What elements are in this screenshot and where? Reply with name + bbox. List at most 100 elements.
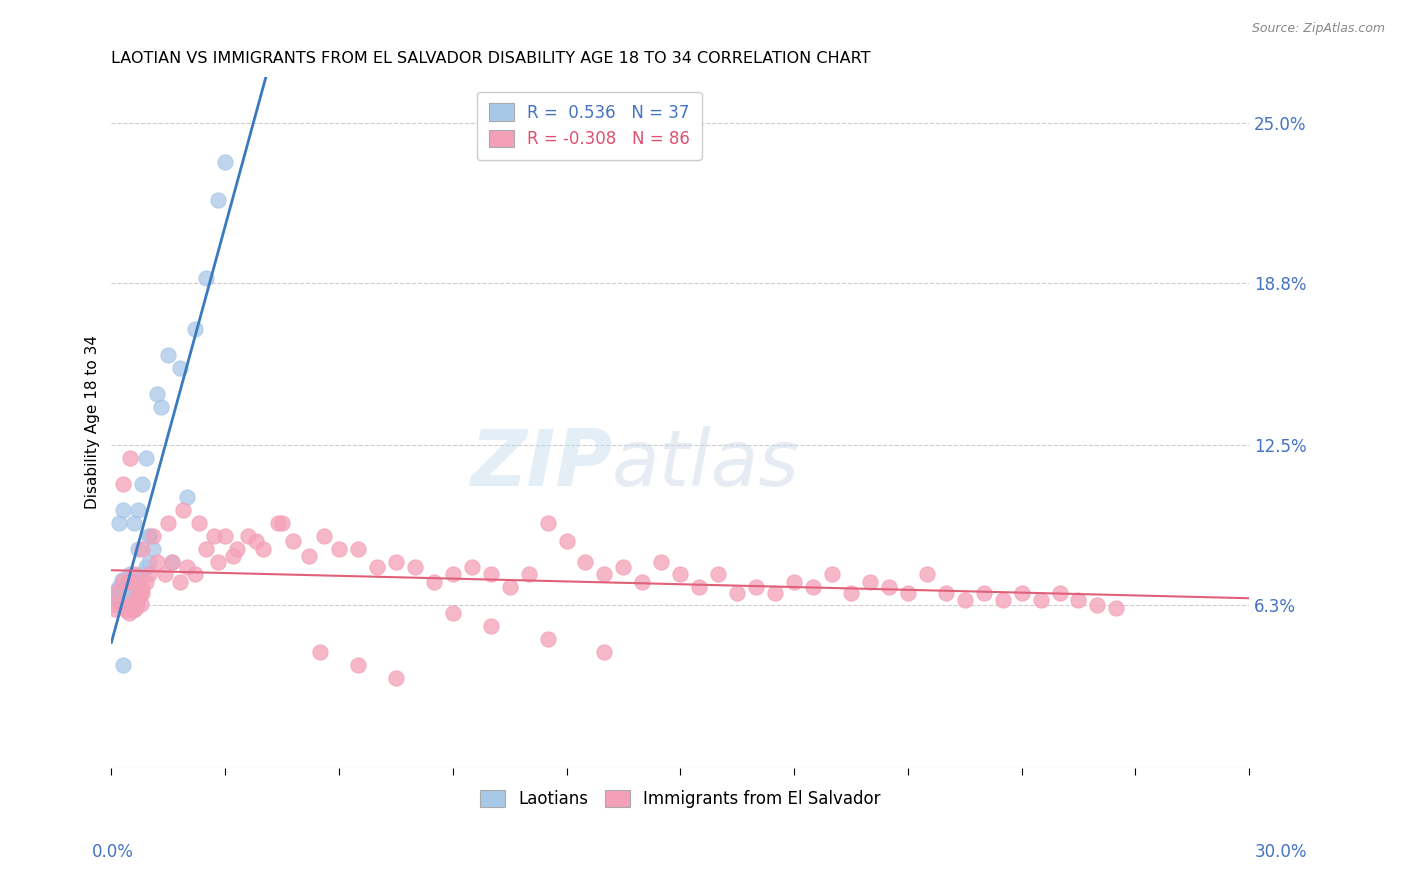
Point <box>108 580 131 594</box>
Point <box>118 592 141 607</box>
Point <box>859 575 882 590</box>
Point <box>271 516 294 530</box>
Point <box>404 559 426 574</box>
Point <box>214 529 236 543</box>
Point <box>138 529 160 543</box>
Point <box>169 575 191 590</box>
Point <box>783 575 806 590</box>
Point <box>236 529 259 543</box>
Point <box>283 533 305 548</box>
Text: LAOTIAN VS IMMIGRANTS FROM EL SALVADOR DISABILITY AGE 18 TO 34 CORRELATION CHART: LAOTIAN VS IMMIGRANTS FROM EL SALVADOR D… <box>111 51 870 66</box>
Point <box>135 575 157 590</box>
Text: atlas: atlas <box>612 425 800 501</box>
Legend: Laotians, Immigrants from El Salvador: Laotians, Immigrants from El Salvador <box>474 783 887 815</box>
Point <box>111 593 134 607</box>
Point <box>1067 593 1090 607</box>
Point <box>128 588 150 602</box>
Point <box>176 490 198 504</box>
Point <box>935 585 957 599</box>
Point <box>184 322 207 336</box>
Point <box>131 581 153 595</box>
Point <box>138 529 160 543</box>
Point <box>146 387 169 401</box>
Point <box>111 573 134 587</box>
Point <box>120 585 142 599</box>
Point <box>105 584 128 599</box>
Point <box>385 555 408 569</box>
Point <box>1087 599 1109 613</box>
Point <box>120 451 142 466</box>
Point <box>195 541 218 556</box>
Point <box>117 594 139 608</box>
Point <box>142 529 165 543</box>
Point <box>108 516 131 530</box>
Point <box>953 593 976 607</box>
Point <box>157 516 180 530</box>
Point <box>1049 585 1071 599</box>
Point <box>328 541 350 556</box>
Y-axis label: Disability Age 18 to 34: Disability Age 18 to 34 <box>86 335 100 509</box>
Point <box>536 632 558 646</box>
Point <box>991 593 1014 607</box>
Point <box>669 567 692 582</box>
Point <box>536 516 558 530</box>
Point <box>707 567 730 582</box>
Point <box>252 541 274 556</box>
Point <box>122 516 145 530</box>
Point <box>142 541 165 556</box>
Point <box>115 575 138 590</box>
Point <box>441 567 464 582</box>
Point <box>460 559 482 574</box>
Text: Source: ZipAtlas.com: Source: ZipAtlas.com <box>1251 22 1385 36</box>
Point <box>127 598 149 612</box>
Text: ZIP: ZIP <box>470 425 612 501</box>
Point <box>115 593 138 607</box>
Point <box>120 585 142 599</box>
Point <box>120 575 142 590</box>
Point <box>107 589 129 603</box>
Text: 30.0%: 30.0% <box>1256 843 1308 861</box>
Point <box>122 593 145 607</box>
Point <box>104 590 127 604</box>
Point <box>688 580 710 594</box>
Point <box>111 477 134 491</box>
Point <box>202 529 225 543</box>
Point <box>118 606 141 620</box>
Point <box>115 579 138 593</box>
Point <box>114 603 136 617</box>
Point <box>172 503 194 517</box>
Point <box>385 671 408 685</box>
Point <box>122 587 145 601</box>
Point <box>111 585 134 599</box>
Point <box>423 575 446 590</box>
Point <box>127 503 149 517</box>
Point <box>245 533 267 548</box>
Point <box>312 529 335 543</box>
Point <box>745 580 768 594</box>
Point <box>366 559 388 574</box>
Point <box>120 574 142 589</box>
Point <box>112 574 135 588</box>
Point <box>125 595 148 609</box>
Point <box>131 541 153 556</box>
Point <box>347 657 370 672</box>
Point <box>915 567 938 582</box>
Point <box>593 645 616 659</box>
Point <box>124 591 146 605</box>
Point <box>120 567 142 582</box>
Point <box>105 598 128 612</box>
Point <box>122 602 145 616</box>
Point <box>122 567 145 582</box>
Point <box>115 592 138 607</box>
Point <box>631 575 654 590</box>
Point <box>117 574 139 589</box>
Point <box>1011 585 1033 599</box>
Point <box>441 606 464 620</box>
Point <box>973 585 995 599</box>
Point <box>169 361 191 376</box>
Point <box>146 555 169 569</box>
Point <box>612 559 634 574</box>
Point <box>111 585 134 599</box>
Point <box>479 567 502 582</box>
Point <box>207 555 229 569</box>
